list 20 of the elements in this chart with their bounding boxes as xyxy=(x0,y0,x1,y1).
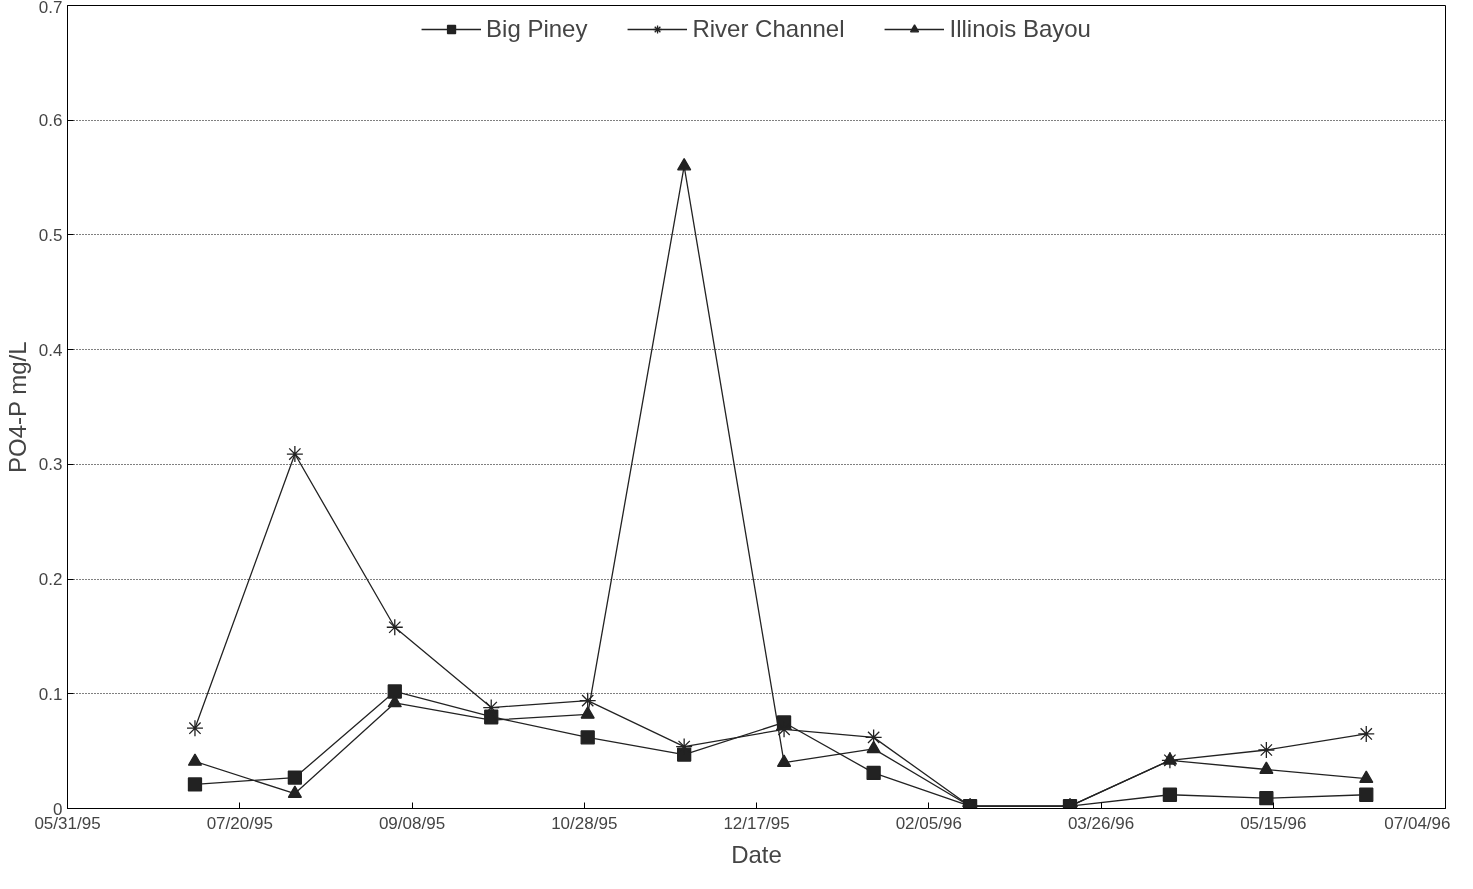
x-tick-label: 07/04/96 xyxy=(1384,813,1451,833)
y-tick-label: 0.4 xyxy=(38,340,63,360)
legend-label: Illinois Bayou xyxy=(949,15,1091,43)
y-tick-label: 0.7 xyxy=(38,0,63,17)
y-axis-title: PO4-P mg/L xyxy=(3,341,31,474)
x-tick-label: 02/05/96 xyxy=(895,813,962,833)
y-tick-label: 0.3 xyxy=(38,455,63,475)
x-tick-label: 05/15/96 xyxy=(1240,813,1307,833)
y-tick-label: 0.1 xyxy=(38,684,63,704)
y-tick-label: 0.5 xyxy=(38,225,63,245)
x-tick-label: 10/28/95 xyxy=(551,813,618,833)
x-tick-label: 07/20/95 xyxy=(206,813,273,833)
x-tick-label: 12/17/95 xyxy=(723,813,790,833)
legend-label: River Channel xyxy=(692,15,845,43)
x-axis-title: Date xyxy=(731,840,782,868)
y-tick-label: 0.6 xyxy=(38,111,63,131)
y-tick-label: 0.2 xyxy=(38,570,63,590)
x-tick-label: 03/26/96 xyxy=(1067,813,1135,833)
legend-label: Big Piney xyxy=(486,15,588,43)
x-tick-label: 09/08/95 xyxy=(378,813,446,833)
